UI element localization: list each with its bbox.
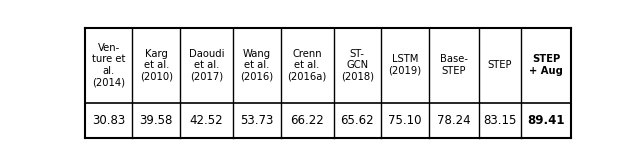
Text: Base-
STEP: Base- STEP (440, 54, 468, 76)
Text: LSTM
(2019): LSTM (2019) (388, 54, 421, 76)
Text: 83.15: 83.15 (483, 114, 516, 127)
Text: ST-
GCN
(2018): ST- GCN (2018) (341, 48, 374, 82)
Text: Karg
et al.
(2010): Karg et al. (2010) (140, 48, 173, 82)
Text: 89.41: 89.41 (527, 114, 564, 127)
Text: 30.83: 30.83 (92, 114, 125, 127)
Text: Wang
et al.
(2016): Wang et al. (2016) (240, 48, 273, 82)
Text: Ven-
ture et
al.
(2014): Ven- ture et al. (2014) (92, 43, 125, 87)
Text: 75.10: 75.10 (388, 114, 422, 127)
Text: Daoudi
et al.
(2017): Daoudi et al. (2017) (189, 48, 224, 82)
Text: STEP
+ Aug: STEP + Aug (529, 54, 563, 76)
Text: STEP: STEP (488, 60, 512, 70)
Text: Crenn
et al.
(2016a): Crenn et al. (2016a) (287, 48, 326, 82)
Text: 78.24: 78.24 (437, 114, 470, 127)
Text: 53.73: 53.73 (240, 114, 273, 127)
Text: 42.52: 42.52 (189, 114, 223, 127)
Text: 39.58: 39.58 (140, 114, 173, 127)
Text: 66.22: 66.22 (290, 114, 324, 127)
Text: 65.62: 65.62 (340, 114, 374, 127)
